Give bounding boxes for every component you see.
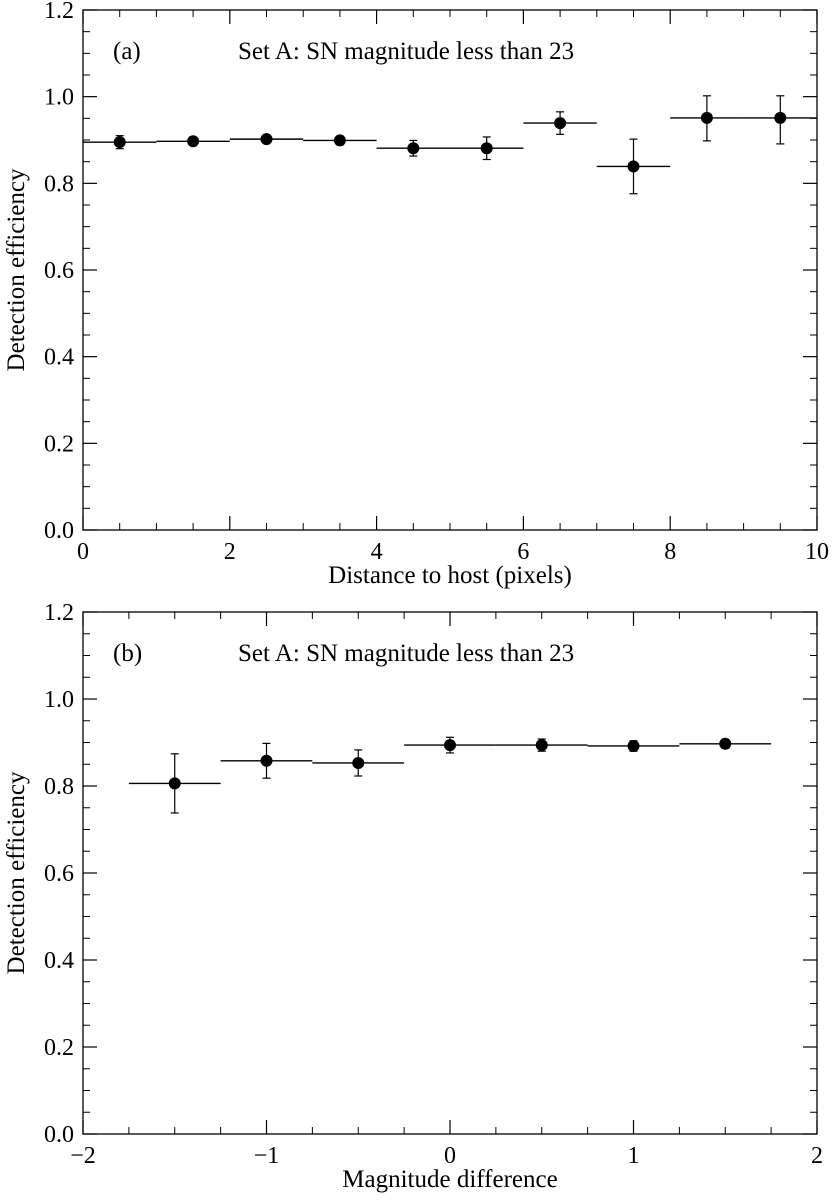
data-point-2 (156, 135, 230, 148)
data-marker (113, 136, 126, 149)
panel-label: (b) (113, 640, 142, 667)
data-point-6 (587, 739, 680, 752)
y-tick-label: 0.2 (44, 431, 74, 457)
data-point-7 (679, 737, 772, 750)
data-marker (407, 142, 420, 155)
x-axis-label: Magnitude difference (342, 1166, 557, 1193)
data-marker (627, 739, 640, 752)
data-marker (260, 754, 273, 767)
data-marker (774, 111, 787, 124)
x-tick-label: 8 (664, 539, 676, 565)
data-marker (719, 737, 732, 750)
y-axis-label: Detection efficiency (3, 168, 30, 371)
plot-frame (82, 9, 818, 531)
data-point-7 (523, 111, 597, 135)
data-marker (535, 739, 548, 752)
y-tick-label: 0.0 (44, 518, 74, 544)
y-tick-label: 1.2 (44, 600, 74, 626)
y-tick-label: 0.4 (44, 345, 74, 371)
panel-a: 0 2 4 6 8 10 0.0 0.2 0.4 0.6 0.8 1.0 1.2 Distance to … (3, 0, 829, 589)
panel-label: (a) (113, 38, 141, 65)
plot-frame (82, 611, 818, 1135)
y-tick-label: 0.2 (44, 1035, 74, 1061)
y-tick-label: 0.6 (44, 258, 74, 284)
panel-annotation: Set A: SN magnitude less than 23 (238, 640, 574, 667)
y-tick-label: 0.8 (44, 774, 74, 800)
y-tick-label: 1.2 (44, 0, 74, 24)
data-marker (554, 117, 567, 130)
x-tick-label: 2 (224, 539, 236, 565)
data-marker (333, 134, 346, 147)
data-point-6 (450, 136, 524, 161)
x-tick-label: 10 (805, 539, 829, 565)
x-tick-label: 4 (371, 539, 383, 565)
y-tick-label: 0.8 (44, 171, 74, 197)
data-point-1 (128, 753, 221, 814)
x-tick-label: 6 (517, 539, 529, 565)
data-point-9 (670, 95, 744, 142)
data-marker (352, 756, 365, 769)
data-marker (187, 135, 200, 148)
y-tick-label: 0.4 (44, 948, 74, 974)
data-point-2 (220, 742, 313, 779)
data-point-5 (495, 738, 588, 752)
panel-b: −2 −1 0 1 2 0.0 0.2 0.4 0.6 0.8 1.0 1.2 Magnitude di… (3, 600, 823, 1193)
x-tick-label: 0 (77, 539, 89, 565)
y-tick-label: 0.0 (44, 1122, 74, 1148)
y-tick-label: 1.0 (44, 85, 74, 111)
panel-annotation: Set A: SN magnitude less than 23 (238, 38, 574, 65)
data-point-8 (596, 138, 671, 195)
data-point-5 (376, 139, 450, 157)
data-marker (168, 777, 181, 790)
y-tick-label: 0.6 (44, 861, 74, 887)
x-axis-label: Distance to host (pixels) (328, 562, 572, 589)
data-marker (700, 111, 713, 124)
x-tick-label: 1 (628, 1143, 640, 1169)
data-point-4 (404, 736, 496, 754)
y-axis-label: Detection efficiency (3, 771, 30, 974)
data-point-3 (229, 133, 304, 146)
data-marker (444, 739, 456, 752)
data-point-1 (83, 135, 157, 150)
data-marker (480, 142, 493, 155)
data-marker (260, 133, 273, 146)
data-point-3 (312, 749, 405, 777)
data-point-10 (743, 95, 817, 145)
y-tick-label: 1.0 (44, 687, 74, 713)
x-tick-label: −2 (70, 1143, 96, 1169)
x-tick-label: −1 (254, 1143, 280, 1169)
data-marker (627, 160, 640, 173)
x-tick-label: 2 (811, 1143, 823, 1169)
x-tick-label: 0 (444, 1143, 456, 1169)
data-point-4 (303, 134, 377, 147)
